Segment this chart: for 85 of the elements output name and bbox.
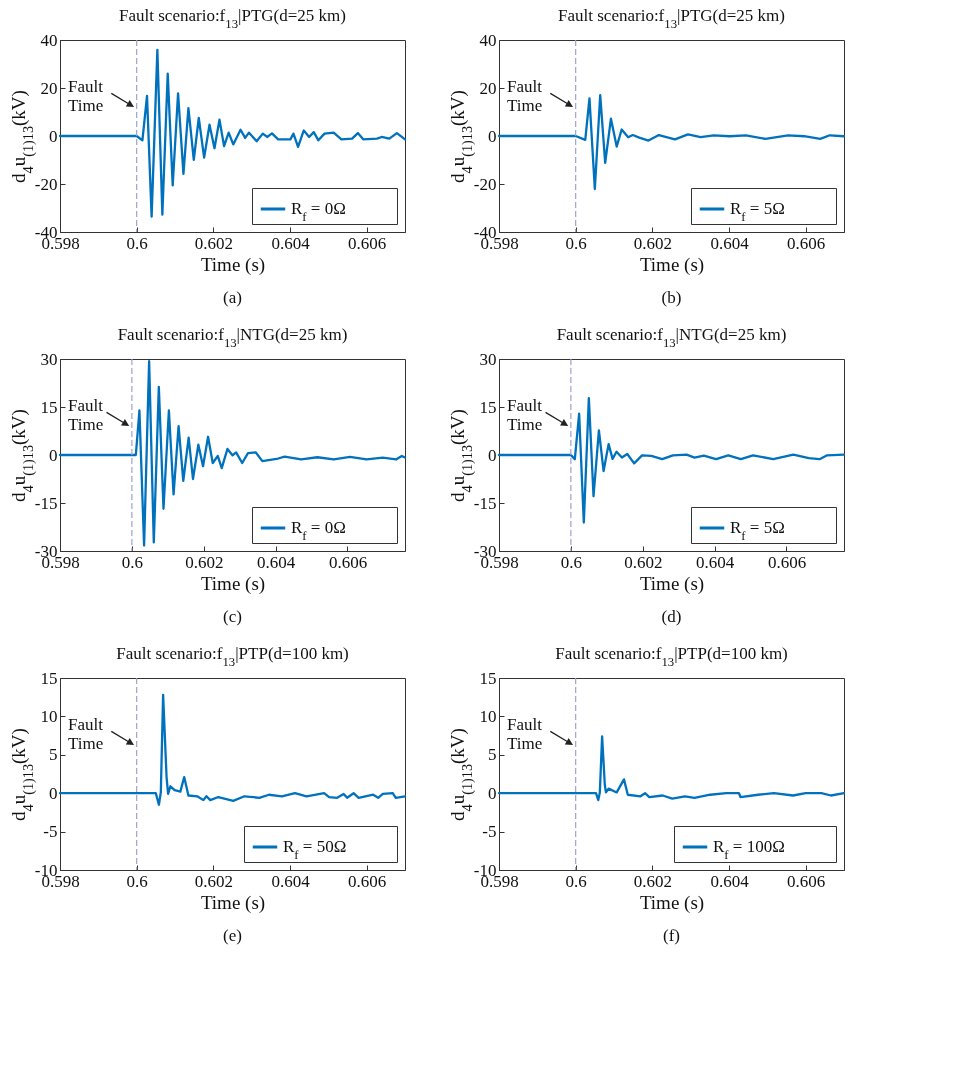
y-tick-label: -20 (34, 174, 58, 194)
y-tick-label: -5 (482, 822, 497, 842)
y-tick-label: 0 (49, 126, 58, 146)
line-series (497, 735, 846, 802)
y-tick-label: 15 (479, 668, 497, 688)
text: (d) (661, 607, 682, 626)
y-tick-label: 10 (479, 706, 497, 726)
y-tick-label: 0 (488, 783, 497, 803)
legend-label: R$_{f}$ = 0Ω (291, 199, 346, 224)
x-tick-label: 0.606 (787, 233, 826, 253)
y-tick-label: 15 (40, 397, 58, 417)
chart-title: Fault scenario:f$_{13}$|NTG(d=25 km) (556, 325, 787, 350)
x-tick-label: 0.6 (565, 871, 587, 891)
text: (a) (223, 288, 242, 307)
x-tick-label: 0.606 (767, 552, 807, 572)
x-tick-label: 0.604 (271, 871, 311, 891)
y-tick-label: 0 (488, 126, 497, 146)
text: (c) (223, 607, 242, 626)
y-tick-label: 40 (40, 30, 58, 50)
x-axis-title: Time (s) (639, 253, 705, 276)
legend-label: R$_{f}$ = 5Ω (730, 518, 785, 543)
line-series (58, 360, 407, 547)
line-series (497, 396, 846, 524)
line-series (497, 94, 846, 191)
y-tick-label: 0 (49, 445, 58, 465)
annotation: Fault Time (507, 77, 543, 116)
y-tick-label: 20 (479, 78, 497, 98)
x-tick-label: 0.602 (624, 552, 663, 572)
line-series (58, 693, 407, 806)
annotation: Fault Time (507, 715, 543, 754)
x-tick-label: 0.6 (126, 871, 148, 891)
chart-title: Fault scenario:f$_{13}$|NTG(d=25 km) (117, 325, 348, 350)
x-tick-label: 0.604 (710, 233, 750, 253)
x-tick-label: 0.602 (185, 552, 224, 572)
x-tick-label: 0.604 (271, 233, 311, 253)
y-tick-label: 30 (479, 349, 497, 369)
x-axis-title: Time (s) (639, 572, 705, 595)
y-tick-label: 5 (49, 745, 58, 765)
x-tick-label: 0.604 (710, 871, 750, 891)
x-tick-label: 0.606 (348, 233, 387, 253)
y-tick-label: -5 (43, 822, 58, 842)
y-tick-label: 0 (49, 783, 58, 803)
y-tick-label: 40 (479, 30, 497, 50)
x-tick-label: 0.602 (633, 871, 672, 891)
y-tick-label: 10 (40, 706, 58, 726)
y-tick-label: 30 (40, 349, 58, 369)
y-tick-label: 15 (40, 668, 58, 688)
x-tick-label: 0.602 (194, 233, 233, 253)
y-tick-label: 5 (488, 745, 497, 765)
x-tick-label: 0.606 (787, 871, 826, 891)
legend-label: R$_{f}$ = 50Ω (283, 837, 347, 862)
x-tick-label: 0.606 (348, 871, 387, 891)
annotation: Fault Time (68, 77, 104, 116)
x-axis-title: Time (s) (200, 891, 266, 914)
chart-title: Fault scenario:f$_{13}$|PTP(d=100 km) (555, 644, 788, 669)
y-tick-label: 15 (479, 397, 497, 417)
x-tick-label: 0.604 (257, 552, 296, 572)
annotation: Fault Time (507, 396, 543, 435)
legend-label: R$_{f}$ = 0Ω (291, 518, 346, 543)
x-tick-label: 0.606 (328, 552, 368, 572)
annotation: Fault Time (68, 396, 104, 435)
x-tick-label: 0.6 (565, 233, 587, 253)
legend-label: R$_{f}$ = 5Ω (730, 199, 785, 224)
x-axis-title: Time (s) (200, 572, 266, 595)
text: (f) (663, 926, 680, 945)
x-axis-title: Time (s) (639, 891, 705, 914)
chart-title: Fault scenario:f$_{13}$|PTG(d=25 km) (558, 6, 785, 31)
chart-title: Fault scenario:f$_{13}$|PTP(d=100 km) (116, 644, 349, 669)
x-tick-label: 0.602 (633, 233, 672, 253)
x-axis-title: Time (s) (200, 253, 266, 276)
x-tick-label: 0.602 (194, 871, 233, 891)
y-tick-label: -20 (473, 174, 497, 194)
chart-title: Fault scenario:f$_{13}$|PTG(d=25 km) (119, 6, 346, 31)
y-tick-label: -15 (473, 493, 497, 513)
y-tick-label: 20 (40, 78, 58, 98)
annotation: Fault Time (68, 715, 104, 754)
y-tick-label: 0 (488, 445, 497, 465)
text: (b) (661, 288, 682, 307)
x-tick-label: 0.6 (121, 552, 143, 572)
x-tick-label: 0.6 (560, 552, 582, 572)
x-tick-label: 0.6 (126, 233, 148, 253)
text: (e) (223, 926, 242, 945)
x-tick-label: 0.604 (696, 552, 735, 572)
y-tick-label: -15 (34, 493, 58, 513)
legend-label: R$_{f}$ = 100Ω (713, 837, 785, 862)
